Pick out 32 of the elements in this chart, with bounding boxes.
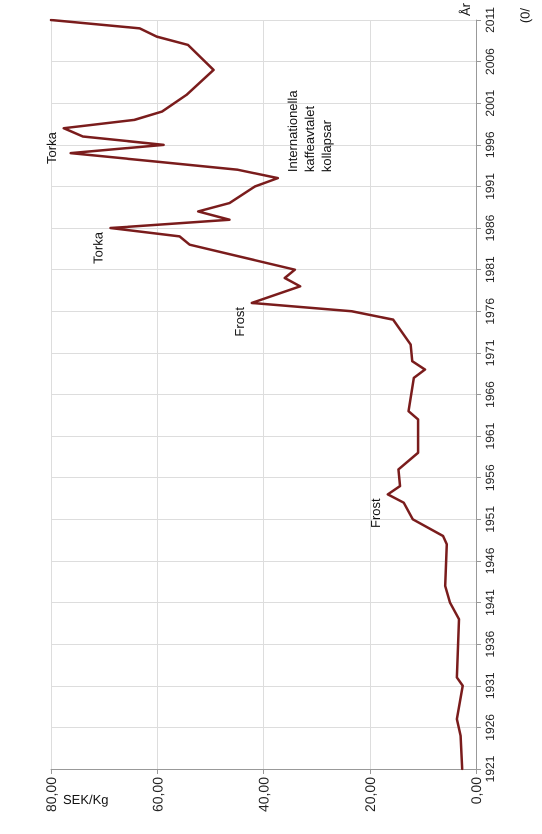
y-tick-label: 2001 (483, 90, 497, 117)
y-tick-label: 1956 (483, 464, 497, 492)
y-tick-label: 1996 (483, 131, 497, 158)
annotation: Torka (90, 231, 106, 264)
y-tick-label: 1941 (483, 588, 497, 616)
annotation: Frost (368, 498, 383, 528)
y-tick-label: 1926 (483, 714, 497, 741)
y-tick-label: 2006 (483, 48, 497, 75)
y-tick-label: 1981 (483, 256, 497, 284)
y-tick-label: 1976 (483, 298, 497, 325)
x-tick-label: 20,00 (362, 776, 378, 812)
y-tick-label: 1986 (483, 214, 497, 242)
annotation: Torka (44, 131, 59, 164)
y-tick-label: 1946 (483, 547, 497, 574)
y-tick-label: 1936 (483, 630, 497, 658)
x-tick-label: 80,00 (43, 776, 59, 812)
y-tick-label: 1971 (483, 339, 497, 366)
y-tick-label: 1931 (483, 672, 497, 700)
text: (0/ (518, 8, 532, 24)
x-axis-title: SEK/Kg (63, 792, 109, 807)
y-tick-label: 1951 (483, 506, 497, 533)
y-tick-label: 1991 (483, 172, 497, 200)
annotation: Frost (232, 306, 247, 337)
y-tick-label: 1921 (483, 755, 497, 782)
y-tick-label: 1966 (483, 380, 497, 408)
y-axis-title: År (458, 2, 473, 16)
annotation: Internationella kaffeavtalet kollapsar (284, 90, 334, 172)
y-tick-label: 2011 (483, 6, 497, 33)
y-tick-label: 1961 (483, 422, 497, 450)
x-tick-label: 60,00 (149, 776, 166, 812)
x-tick-label: 40,00 (256, 776, 272, 812)
x-tick-label: 0,00 (468, 776, 484, 804)
